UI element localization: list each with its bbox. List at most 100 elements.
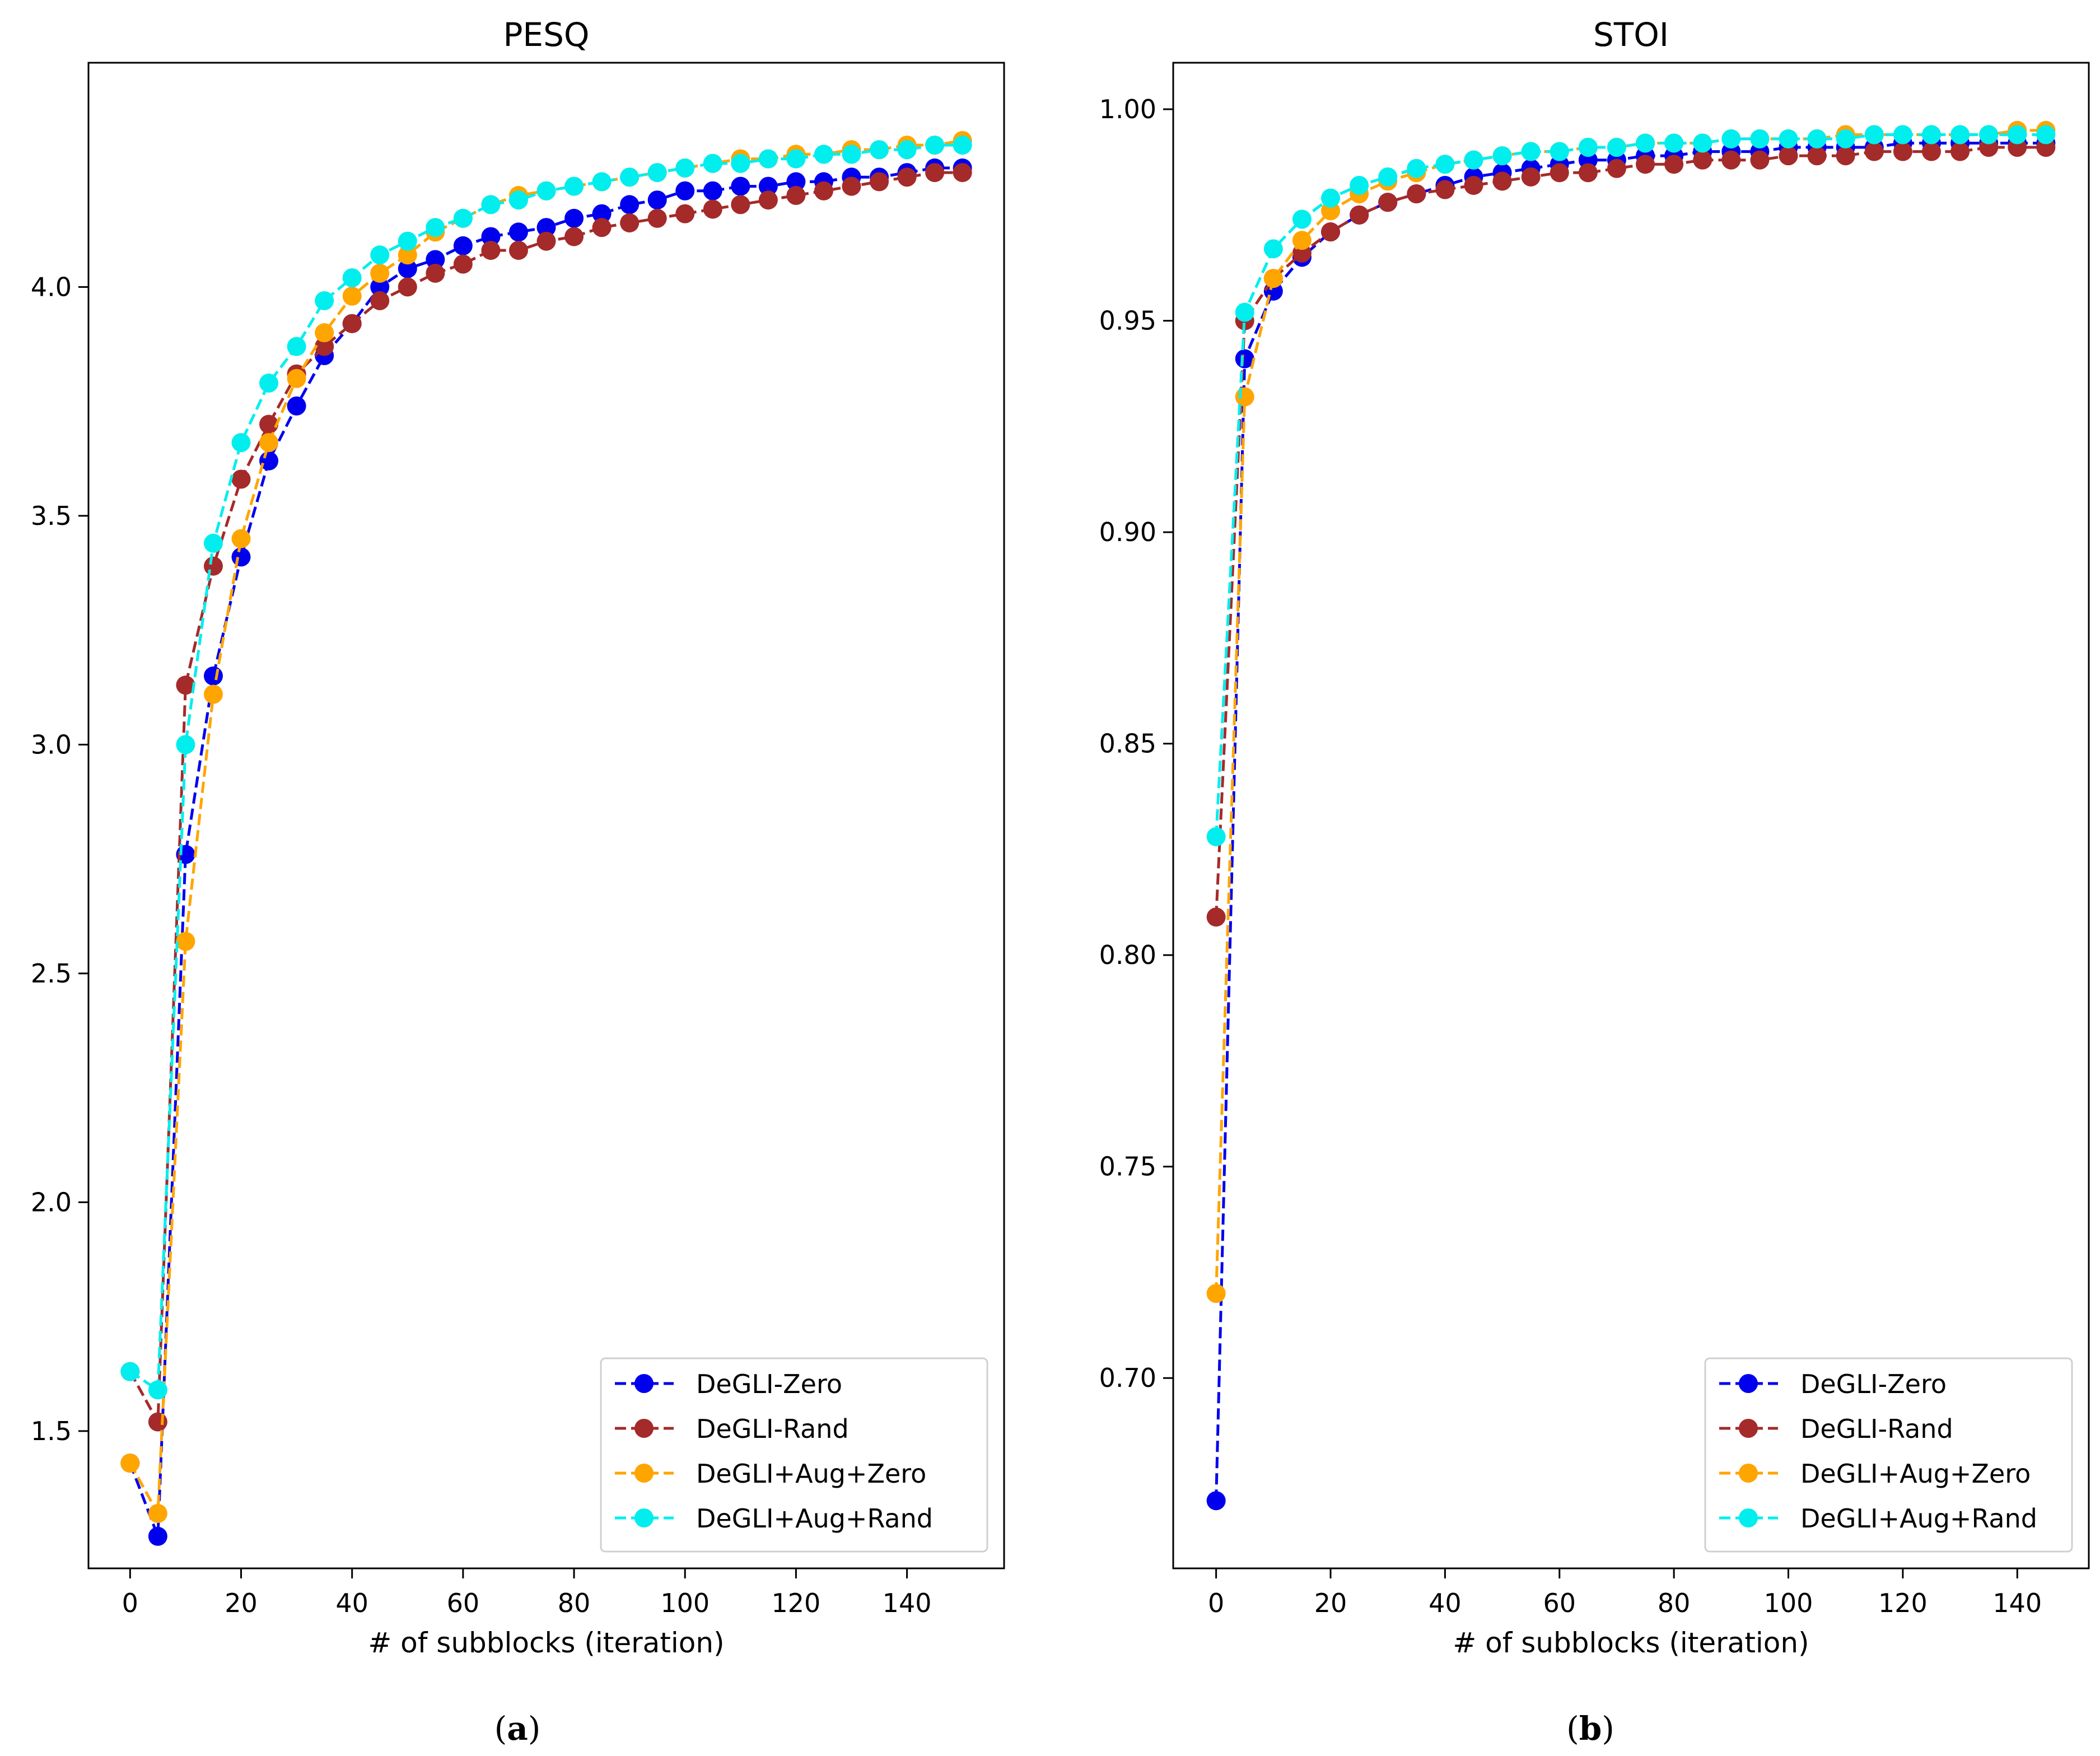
data-point [176, 931, 195, 951]
data-point [564, 176, 584, 196]
data-point [453, 208, 473, 228]
data-point [1664, 155, 1684, 174]
data-point [508, 240, 528, 260]
data-point [703, 181, 722, 201]
data-point [953, 163, 972, 183]
y-tick-label: 3.0 [31, 729, 72, 760]
data-point [231, 469, 251, 489]
legend-item: DeGLI-Zero [615, 1369, 842, 1399]
data-point [592, 218, 612, 237]
x-tick-label: 80 [558, 1588, 591, 1618]
data-point [870, 140, 889, 160]
chart-title: STOI [1593, 16, 1669, 54]
x-tick-label: 0 [1208, 1588, 1224, 1618]
data-point [1693, 150, 1712, 170]
data-point [536, 218, 556, 237]
data-point [1921, 125, 1941, 145]
legend-label: DeGLI-Rand [1800, 1414, 1953, 1444]
data-point [370, 277, 390, 297]
data-point [231, 547, 251, 567]
y-tick-label: 1.00 [1099, 94, 1156, 124]
data-point [675, 158, 695, 178]
data-point [1464, 150, 1483, 170]
data-point [1464, 175, 1483, 195]
data-point [426, 218, 445, 237]
data-point [398, 245, 417, 265]
y-tick-label: 4.0 [31, 272, 72, 302]
data-point [1750, 129, 1770, 148]
series-degli-aug-rand [120, 136, 972, 1400]
data-point [120, 1454, 140, 1473]
data-point [703, 199, 722, 219]
y-tick-label: 3.5 [31, 501, 72, 531]
x-tick-label: 120 [772, 1588, 821, 1618]
x-tick-label: 80 [1658, 1588, 1691, 1618]
x-tick-label: 40 [335, 1588, 368, 1618]
legend-item: DeGLI+Aug+Rand [615, 1503, 933, 1534]
legend-marker [634, 1464, 654, 1483]
legend-marker [634, 1508, 654, 1527]
data-point [508, 222, 528, 242]
data-point [1350, 205, 1369, 225]
data-point [1206, 1284, 1226, 1303]
data-point [120, 1362, 140, 1381]
data-point [287, 396, 306, 416]
legend-label: DeGLI+Aug+Rand [696, 1503, 933, 1534]
data-point [703, 153, 722, 173]
data-point [1578, 138, 1598, 157]
data-point [1950, 125, 1970, 145]
series-line [129, 171, 963, 1427]
data-point [426, 263, 445, 283]
data-point [731, 153, 750, 173]
data-point [148, 1412, 167, 1432]
data-point [731, 176, 750, 196]
data-point [620, 195, 640, 215]
legend-item: DeGLI+Aug+Rand [1719, 1503, 2037, 1534]
x-tick-label: 100 [1764, 1588, 1813, 1618]
data-point [287, 337, 306, 356]
data-point [1807, 146, 1827, 166]
data-point [370, 263, 390, 283]
data-point [2008, 125, 2027, 145]
data-point [398, 259, 417, 278]
legend-item: DeGLI+Aug+Zero [1719, 1459, 2031, 1489]
plot-frame [1172, 62, 2090, 1569]
data-point [1521, 167, 1541, 187]
data-point [925, 163, 945, 183]
data-point [758, 190, 778, 210]
series-line [1215, 146, 2046, 917]
data-point [1206, 827, 1226, 846]
data-point [231, 433, 251, 453]
data-point [1235, 349, 1254, 369]
data-point [315, 337, 334, 356]
series-line [1215, 129, 2046, 1294]
data-point [1550, 163, 1569, 183]
data-point [1321, 188, 1341, 208]
x-tick-label: 140 [1992, 1588, 2042, 1618]
data-point [786, 149, 806, 169]
series-degli-zero [120, 158, 972, 1546]
data-point [148, 1503, 167, 1523]
series-degli-rand [1206, 138, 2056, 927]
data-point [1893, 125, 1912, 145]
data-point [1721, 150, 1741, 170]
data-point [1492, 171, 1512, 191]
data-point [1607, 138, 1626, 157]
data-point [259, 414, 279, 434]
data-point [1636, 133, 1655, 153]
data-point [1893, 142, 1912, 161]
y-tick-label: 0.85 [1099, 729, 1156, 759]
series-degli-zero [1206, 133, 2056, 1511]
data-point [1292, 231, 1312, 250]
data-point [481, 227, 501, 246]
data-point [786, 172, 806, 192]
data-point [1263, 269, 1283, 288]
data-point [620, 213, 640, 232]
data-point [231, 529, 251, 548]
legend-marker [1739, 1464, 1758, 1483]
plot-frame [87, 62, 1005, 1569]
data-point [592, 204, 612, 223]
chart-panel-1: PESQ 0 20 40 60 80 100 120 140 1.5 2.0 2.5 3.0 3.5 4.0… [31, 16, 1005, 1659]
series-degli-aug-rand [1206, 125, 2056, 846]
data-point [287, 369, 306, 388]
